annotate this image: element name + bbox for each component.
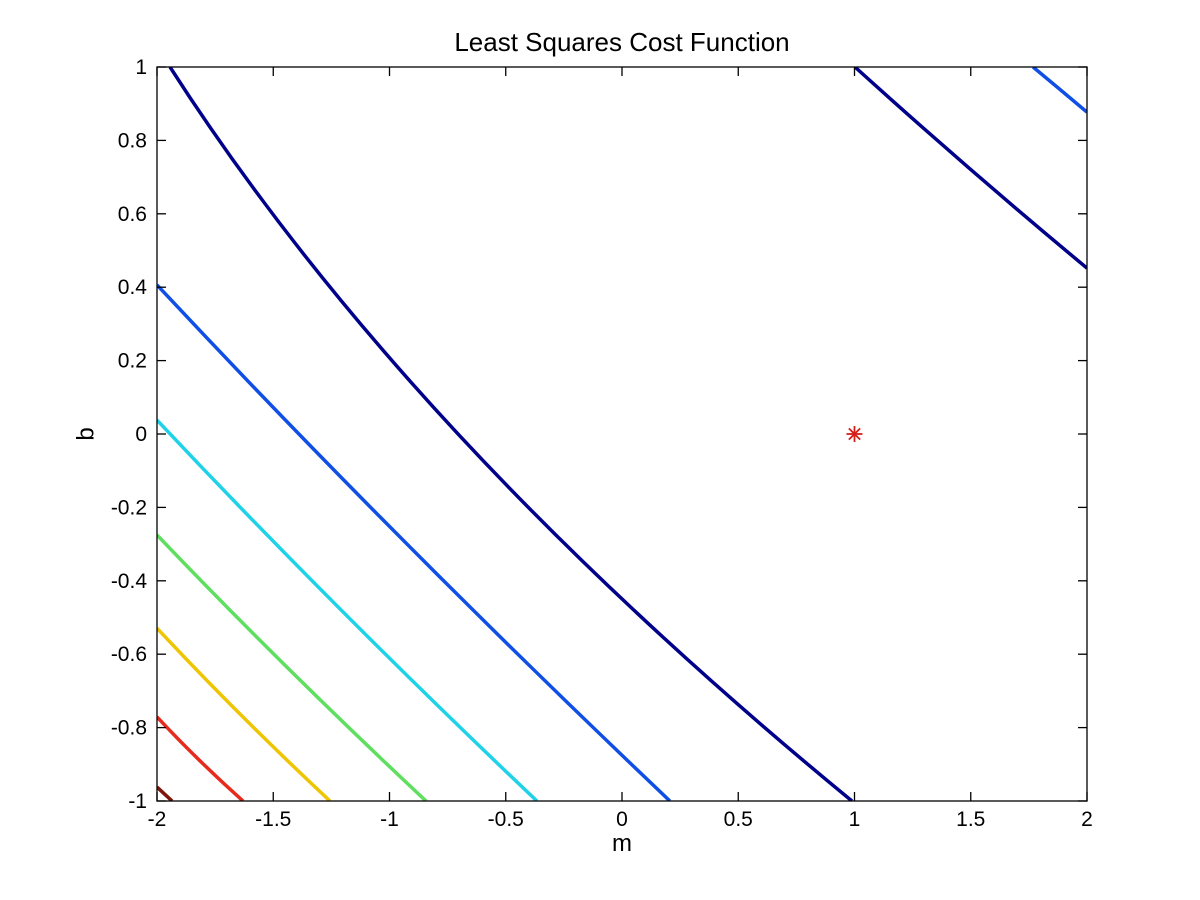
y-tick-label: 0	[135, 423, 147, 446]
contour-line-level-7-darkred-branch-1	[157, 785, 174, 801]
y-tick-label: -0.4	[111, 570, 148, 593]
marker-arm-diagonal-2	[848, 427, 861, 441]
contour-line-level-5-yellow-branch-1	[157, 626, 332, 801]
y-tick-label: -0.6	[111, 643, 147, 666]
y-axis-label: b	[72, 427, 100, 441]
contour-line-level-4-green-branch-1	[157, 533, 428, 801]
x-tick-label: -1	[380, 808, 399, 831]
contour-line-level-6-red-branch-1	[157, 715, 245, 801]
x-tick-label: 0.5	[724, 808, 753, 831]
contour-line-level-1-navy-branch-1	[168, 67, 854, 801]
x-tick-label: 0	[616, 808, 628, 831]
contour-line-level-2-blue-branch-2	[1031, 67, 1087, 114]
minimum-marker-asterisk	[846, 426, 863, 442]
x-tick-label: 1	[849, 808, 861, 831]
contour-line-level-3-cyan-branch-1	[157, 418, 539, 801]
y-tick-label: 1	[135, 56, 147, 79]
contour-line-level-2-blue-branch-1	[157, 283, 672, 801]
y-tick-label: 0.6	[118, 203, 147, 226]
contour-lines-group	[157, 67, 1087, 801]
y-tick-label: 0.2	[118, 350, 147, 373]
y-tick-label: 0.4	[118, 276, 148, 299]
y-tick-label: -0.8	[111, 717, 147, 740]
x-tick-label: 2	[1081, 808, 1093, 831]
x-tick-label: 1.5	[956, 808, 985, 831]
chart-title: Least Squares Cost Function	[454, 27, 790, 57]
y-tick-label: -1	[128, 790, 147, 813]
x-tick-label: -0.5	[488, 808, 524, 831]
x-axis-label: m	[612, 830, 632, 857]
contour-line-level-1-navy-branch-2	[853, 67, 1087, 270]
x-tick-label: -2	[148, 808, 167, 831]
x-tick-label: -1.5	[255, 808, 291, 831]
y-tick-label: 0.8	[118, 129, 147, 152]
y-tick-label: -0.2	[111, 496, 147, 519]
